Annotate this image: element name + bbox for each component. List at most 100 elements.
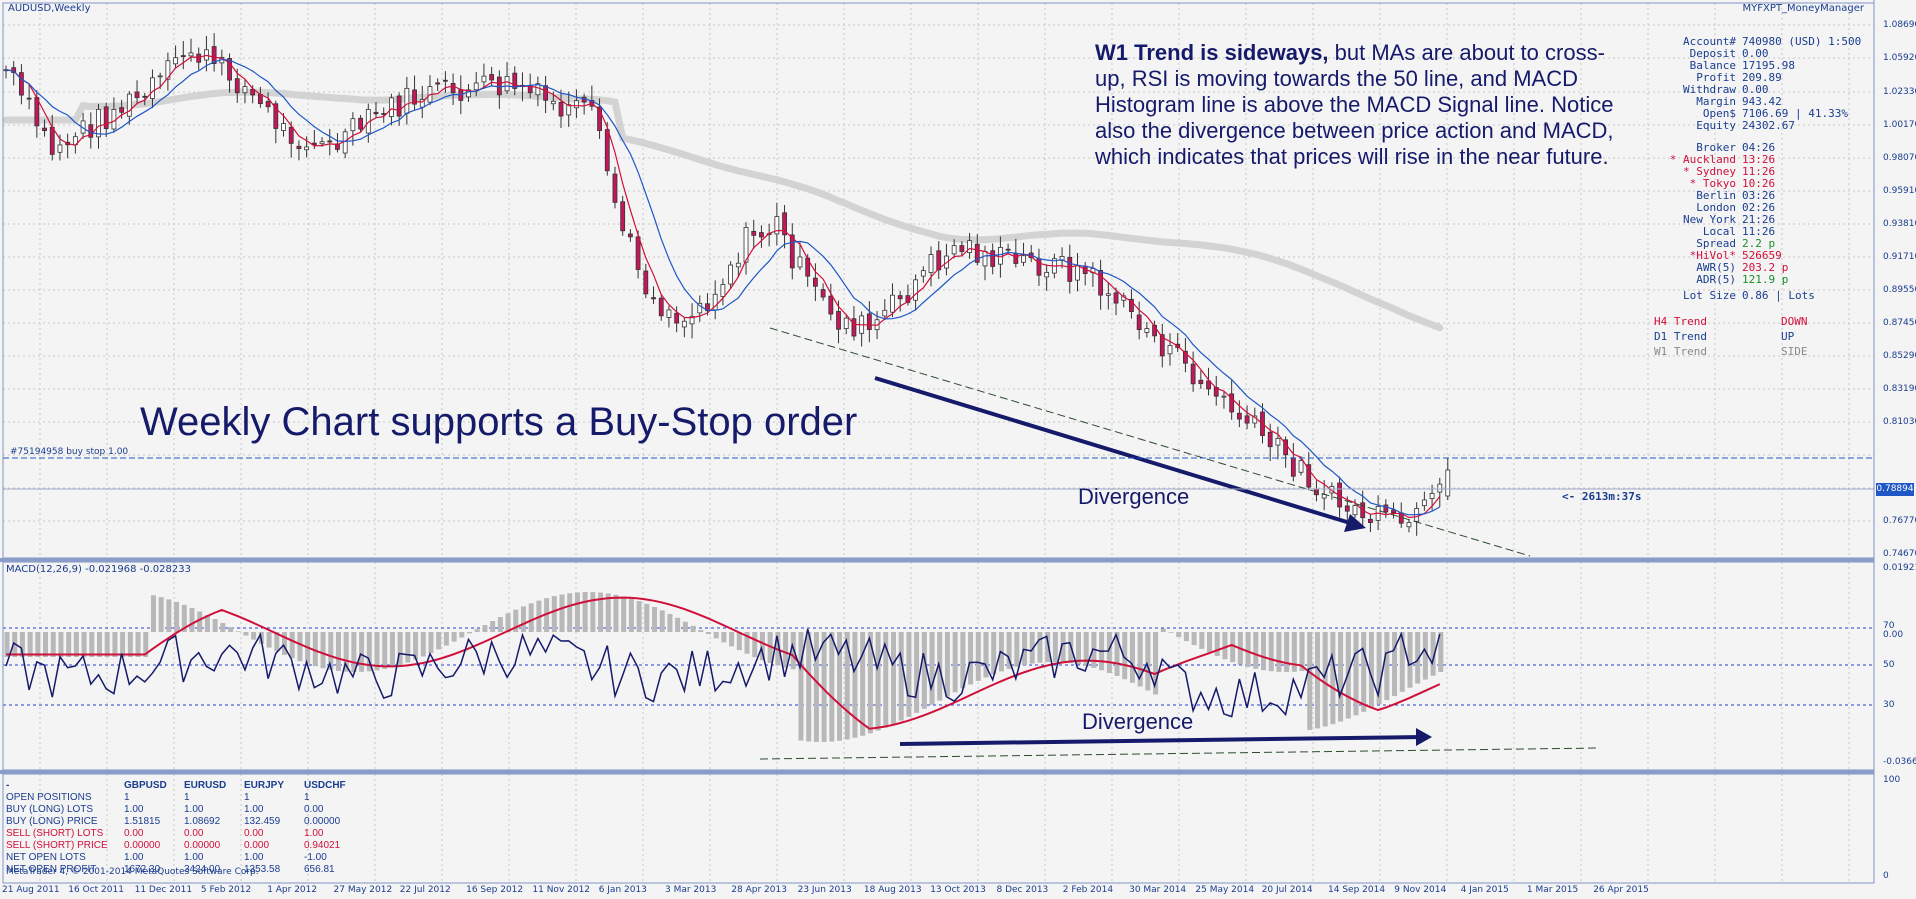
macd-histogram-bar — [628, 598, 634, 632]
macd-histogram-bar — [598, 592, 604, 632]
macd-histogram-bar — [914, 632, 920, 713]
positions-cell: 0.000 — [244, 840, 270, 851]
positions-row: BUY (LONG) LOTS 1.00 1.00 1.00 0.00 — [6, 804, 364, 816]
mm-value: 02:26 — [1742, 201, 1776, 214]
macd-histogram-bar — [783, 632, 789, 668]
candle-bull — [1421, 499, 1427, 507]
macd-histogram-bar — [991, 632, 997, 675]
lot-size-value[interactable]: 0.86 | Lots — [1742, 289, 1815, 302]
candle-bear — [1236, 412, 1242, 420]
macd-histogram-bar — [698, 629, 704, 632]
macd-histogram-bar — [821, 632, 827, 742]
candle-bull — [666, 309, 672, 318]
macd-histogram-bar — [705, 632, 711, 635]
candle-bull — [1437, 483, 1443, 493]
candle-bear — [1244, 415, 1250, 424]
candle-bear — [851, 318, 857, 337]
macd-histogram-bar — [1006, 632, 1012, 669]
mm-value: 209.89 — [1742, 71, 1782, 84]
macd-histogram-bar — [374, 632, 380, 671]
buy-stop-order-label[interactable]: #75194958 buy stop 1.00 — [10, 447, 129, 457]
macd-histogram-bar — [320, 632, 326, 669]
candle-bear — [959, 245, 965, 252]
candle-bull — [720, 284, 726, 297]
candle-bull — [281, 123, 286, 132]
macd-histogram-bar — [729, 632, 735, 647]
positions-cell: -1.00 — [304, 852, 327, 863]
positions-cell: 1.51815 — [124, 816, 161, 827]
positions-cell: 0.00000 — [184, 840, 221, 851]
candle-bull — [350, 118, 356, 132]
time-tick-label: 22 Jul 2012 — [399, 885, 451, 895]
candle-bull — [1167, 345, 1173, 355]
candle-bear — [820, 289, 826, 298]
candle-bear — [19, 72, 24, 96]
macd-histogram-bar — [613, 594, 619, 632]
positions-cell: 0.00 — [244, 828, 264, 839]
macd-histogram-bar — [906, 632, 912, 717]
mm-key: * Tokyo — [1689, 177, 1736, 190]
time-tick-label: 18 Aug 2013 — [863, 885, 922, 895]
mm-key: Local — [1702, 225, 1736, 238]
mm-value: 11:26 — [1742, 225, 1776, 238]
moving-averages — [5, 54, 1441, 519]
macd-histogram-bar — [806, 632, 812, 742]
macd-histogram-bar — [50, 632, 56, 657]
macd-histogram-bar — [127, 632, 133, 657]
candle-bull — [797, 256, 803, 268]
macd-histogram-bar — [1075, 632, 1081, 665]
trend-label: W1 Trend — [1654, 345, 1707, 358]
positions-cell: 1.00 — [304, 828, 324, 839]
mm-value: 21:26 — [1742, 213, 1776, 226]
positions-row: NET OPEN PROFIT 1672.30 3424.00 1353.58 656.… — [6, 864, 364, 876]
macd-histogram-bar — [405, 632, 411, 663]
time-tick-label: 21 Aug 2011 — [2, 885, 60, 895]
candle-bear — [1129, 298, 1134, 312]
positions-cell: 1.00 — [244, 852, 264, 863]
candle-bull — [404, 87, 410, 114]
positions-header-cell: - — [6, 780, 10, 791]
macd-histogram-bar — [1338, 632, 1344, 722]
divergence-arrow-macd — [899, 735, 1423, 746]
positions-cell: 0.00000 — [304, 816, 341, 827]
macd-histogram-bar — [1330, 632, 1336, 725]
positions-cell: 1 — [304, 792, 310, 803]
macd-histogram-bar — [860, 632, 866, 736]
mm-key: Account# — [1683, 35, 1736, 48]
candle-bear — [211, 46, 217, 65]
macd-histogram-bar — [644, 603, 650, 632]
macd-histogram-bar — [467, 632, 473, 634]
mm-key: AWR(5) — [1696, 261, 1736, 274]
macd-histogram-bar — [898, 632, 904, 721]
candle-bull — [928, 254, 934, 273]
macd-histogram-bar — [559, 594, 565, 632]
indicator-tick-label: 50 — [1883, 660, 1895, 670]
indicator-tick-label: 70 — [1883, 621, 1895, 631]
macd-histogram-bar — [1430, 632, 1436, 676]
candle-bull — [304, 146, 310, 151]
positions-header-row: - GBPUSD EURUSD EURJPY USDCHF — [6, 780, 364, 792]
bottom-pane-tick-label: 100 — [1883, 775, 1901, 785]
positions-header-cell: USDCHF — [304, 780, 346, 791]
macd-histogram-bar — [929, 632, 935, 705]
macd-histogram-bar — [120, 632, 126, 657]
candle-bull — [150, 77, 155, 99]
axis-strip — [1874, 0, 1916, 899]
macd-histogram-bar — [297, 632, 303, 662]
macd-histogram-bar — [274, 632, 280, 652]
candle-bull — [173, 57, 178, 65]
macd-histogram-bar — [1045, 632, 1051, 663]
candle-bull — [890, 294, 895, 313]
candle-bear — [1290, 457, 1296, 477]
mm-value: 526659 — [1742, 249, 1782, 262]
macd-histogram-bar — [359, 632, 365, 672]
chart-title: AUDUSD,Weekly — [8, 3, 91, 14]
mm-key: New York — [1683, 213, 1736, 226]
mm-key: * Sydney — [1683, 165, 1736, 178]
positions-cell: 1.00 — [244, 804, 264, 815]
mm-key: Open$ — [1702, 107, 1736, 120]
